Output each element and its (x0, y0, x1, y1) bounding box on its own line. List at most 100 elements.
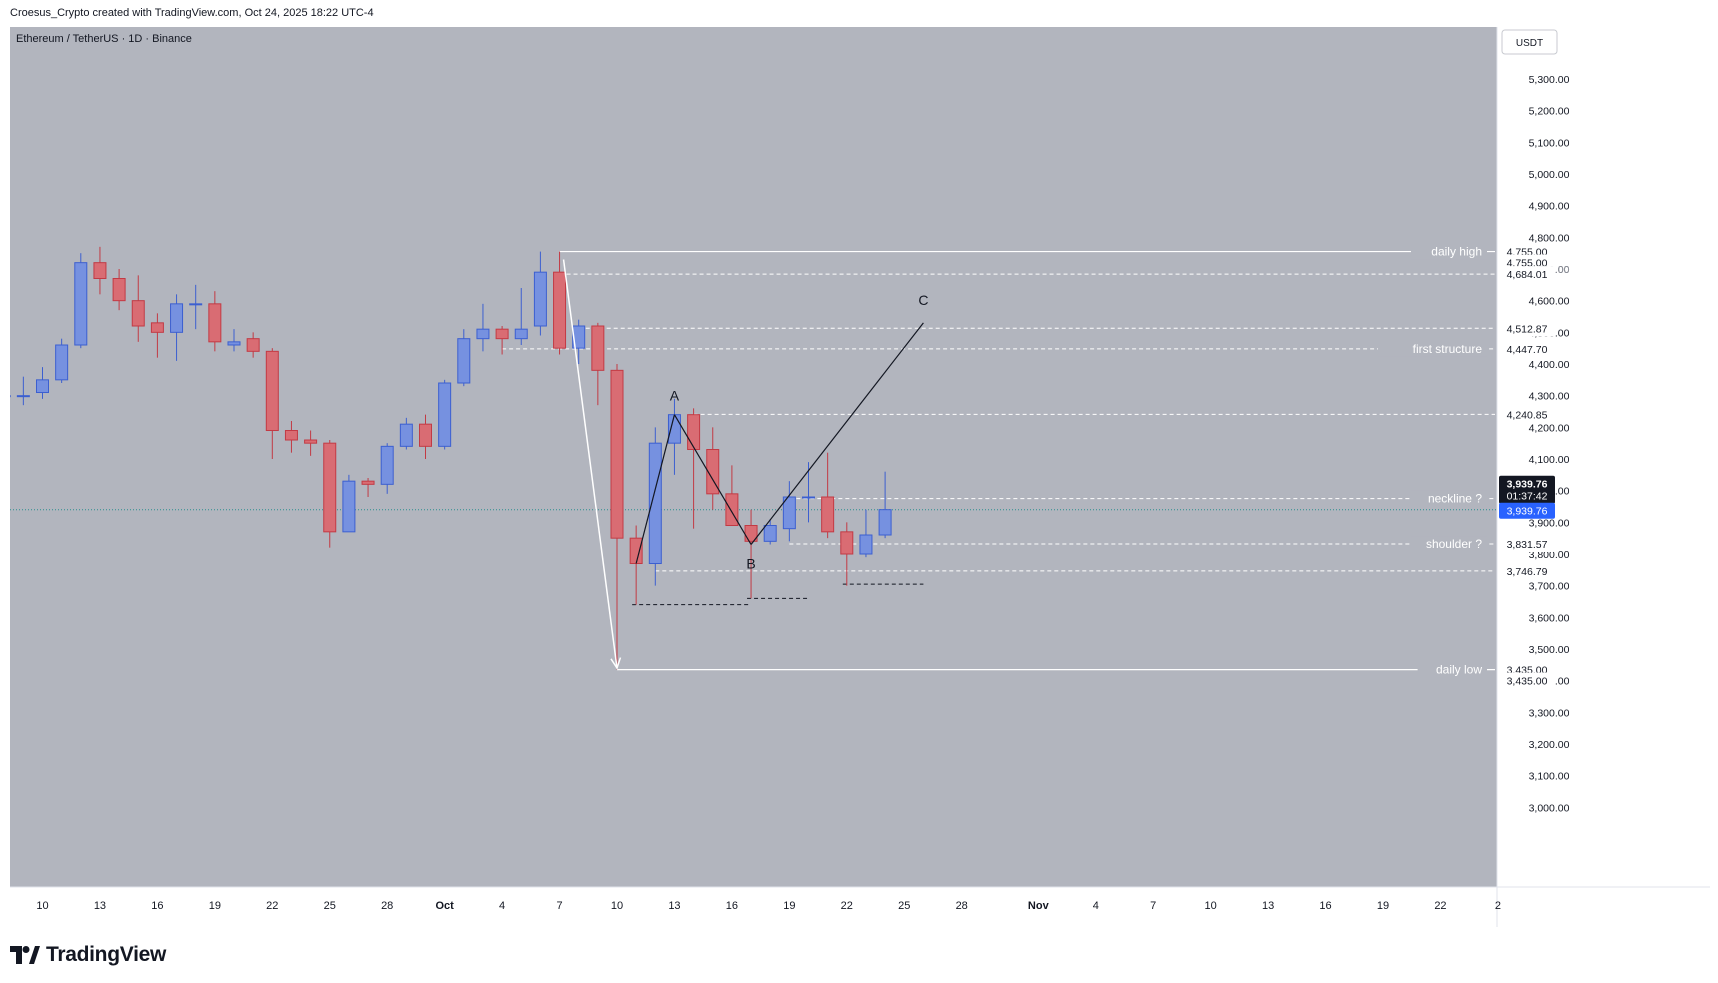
pattern-line (750, 322, 924, 545)
price-tick-label: 4,200.00 (1529, 422, 1570, 434)
candle (284, 421, 298, 453)
candle-body (93, 262, 107, 280)
time-tick-label: 10 (611, 900, 623, 912)
candle-body (514, 328, 528, 340)
currency-label[interactable]: USDT (1516, 38, 1543, 49)
candle (782, 481, 796, 542)
candle (476, 303, 490, 352)
current-price-tag-bg (1499, 502, 1555, 519)
time-tick-label: 7 (556, 900, 562, 912)
price-tag-bg (1499, 406, 1555, 423)
price-tag-bg (1499, 266, 1555, 283)
candle (323, 440, 337, 548)
candle (821, 452, 835, 539)
candle (744, 509, 758, 599)
time-tick-label: 4 (499, 900, 505, 912)
price-tag: 4,512.87 (1507, 323, 1548, 335)
price-tick-label: 3,300.00 (1529, 707, 1570, 719)
price-tick-label: 3,100.00 (1529, 771, 1570, 783)
level-lines: daily high first structure neckline ? shoul… (502, 243, 1495, 678)
candle (859, 509, 873, 558)
time-tick-label: 13 (668, 900, 680, 912)
time-tick-label: 7 (1150, 900, 1156, 912)
price-tag: 3,746.79 (1507, 566, 1548, 578)
time-axis-background[interactable] (10, 887, 1710, 927)
candle-body (361, 480, 375, 485)
candle (227, 329, 241, 352)
time-tick-label: 22 (1434, 900, 1446, 912)
candle-body (380, 445, 394, 485)
time-tick-label: 10 (1205, 900, 1217, 912)
price-tick-label: 5,200.00 (1529, 106, 1570, 118)
chart-plot-background (10, 27, 1497, 887)
candle (495, 326, 509, 355)
price-tick-label: 3,900.00 (1529, 517, 1570, 529)
candle (572, 319, 586, 365)
time-tick-label: 25 (324, 900, 336, 912)
pattern-point-label: C (918, 292, 928, 308)
candle-body (208, 303, 222, 343)
time-tick-label: 28 (956, 900, 968, 912)
candle (16, 376, 30, 406)
price-tick-label: 3,600.00 (1529, 612, 1570, 624)
countdown-tag-bg (1499, 475, 1555, 504)
price-chart[interactable]: Ethereum / TetherUS · 1D · Binance USDT … (10, 27, 1710, 927)
price-axis-background[interactable] (1497, 27, 1710, 887)
tradingview-logo: TradingView (10, 943, 166, 967)
candle-body (189, 303, 203, 306)
candle-body (323, 442, 337, 533)
price-tick-label: 5,100.00 (1529, 137, 1570, 149)
candle (840, 522, 854, 586)
candle-body (782, 496, 796, 530)
price-tick-label: 5,300.00 (1529, 74, 1570, 86)
price-tick-label: 3,700.00 (1529, 581, 1570, 593)
candle-body (648, 442, 662, 565)
time-tick-label: Oct (435, 900, 454, 912)
price-tag: 4,447.70 (1507, 344, 1548, 356)
price-tag: 4,240.85 (1507, 409, 1548, 421)
time-tick-label: 22 (841, 900, 853, 912)
candle-body (840, 531, 854, 555)
candle-body (878, 509, 892, 536)
candle (170, 294, 184, 361)
price-tick-label: 4,300.00 (1529, 391, 1570, 403)
candle (112, 269, 126, 311)
candle (36, 367, 49, 399)
level-label-bg (1411, 243, 1487, 260)
price-tick-label: 3,000.00 (1529, 802, 1570, 814)
pattern-line (635, 414, 676, 564)
candle-body (553, 271, 567, 349)
candle (514, 288, 528, 346)
drop-arrow-head (610, 657, 622, 670)
bar-countdown: 01:37:42 (1507, 491, 1548, 503)
candle-body (16, 395, 30, 398)
level-label: shoulder ? (1426, 537, 1482, 551)
candle (591, 322, 605, 406)
level-label-bg (1411, 490, 1487, 507)
candle-body (284, 430, 298, 441)
candle-body (629, 537, 643, 565)
price-tag: 3,831.57 (1507, 539, 1548, 551)
pattern-point-label: B (746, 556, 755, 572)
candle-body (227, 341, 241, 346)
candle-body (533, 271, 547, 327)
candle-body (591, 325, 605, 371)
price-axis-tags: 4,755.004,755.004,700.004,684.014,512.87… (1499, 243, 1570, 689)
candle (687, 408, 701, 529)
candle-body (342, 480, 356, 533)
price-tick-label: 3,500.00 (1529, 644, 1570, 656)
price-tag: 3,435.00 (1507, 676, 1548, 688)
currency-badge-box[interactable] (1501, 29, 1558, 55)
candle (399, 417, 413, 450)
currency-badge[interactable]: USDT (1501, 29, 1558, 55)
candle (304, 430, 318, 456)
candle (208, 291, 222, 352)
time-tick-label: 19 (783, 900, 795, 912)
candle-body (170, 303, 184, 333)
candle-body (55, 344, 69, 381)
price-tag-bg (1499, 536, 1555, 553)
level-label-bg (1378, 340, 1487, 357)
candle (361, 478, 375, 498)
candle (419, 414, 432, 460)
candle-body (706, 449, 720, 495)
